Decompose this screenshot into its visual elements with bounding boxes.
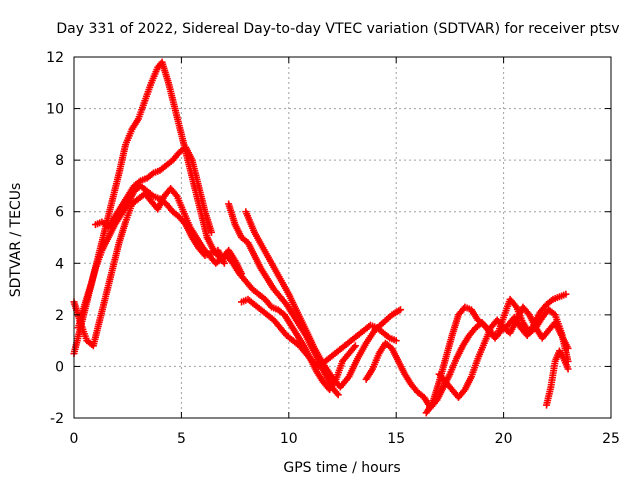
x-tick-label: 20 <box>495 431 513 447</box>
data-point <box>562 290 570 298</box>
y-tick-label: 4 <box>55 256 64 272</box>
series-track-a <box>70 58 211 358</box>
y-tick-label: 0 <box>55 359 64 375</box>
y-tick-label: 6 <box>55 205 64 221</box>
y-axis-label: SDTVAR / TECUs <box>8 183 24 298</box>
series-track-e <box>203 234 359 394</box>
grid-lines <box>74 57 611 418</box>
series-track-k <box>435 303 572 401</box>
data-point <box>334 391 342 399</box>
series-track-d <box>91 143 215 236</box>
x-tick-label: 0 <box>70 431 79 447</box>
data-point <box>564 344 572 352</box>
y-tick-label: 2 <box>55 308 64 324</box>
series-track-g <box>238 295 400 370</box>
data-points <box>70 58 572 417</box>
chart-title: Day 331 of 2022, Sidereal Day-to-day VTE… <box>56 21 619 37</box>
data-point <box>392 337 400 345</box>
x-tick-label: 5 <box>177 431 186 447</box>
plot-frame <box>73 56 612 419</box>
y-tick-label: 12 <box>46 50 64 66</box>
y-tick-label: 10 <box>46 102 64 118</box>
y-tick-label: -2 <box>50 411 64 427</box>
data-point <box>396 306 404 314</box>
x-tick-label: 10 <box>280 431 298 447</box>
x-tick-label: 15 <box>387 431 405 447</box>
data-point <box>220 259 228 267</box>
x-axis-label: GPS time / hours <box>283 460 400 476</box>
series-track-h <box>242 208 404 391</box>
data-point <box>564 365 572 373</box>
x-tick-label: 25 <box>602 431 620 447</box>
axis-ticks: 0 5 10 15 20 25 -2 0 2 4 6 8 10 12 <box>46 50 620 447</box>
data-point <box>351 342 359 350</box>
series-track-l <box>543 347 572 409</box>
data-point <box>207 228 215 236</box>
y-tick-label: 8 <box>55 153 64 169</box>
